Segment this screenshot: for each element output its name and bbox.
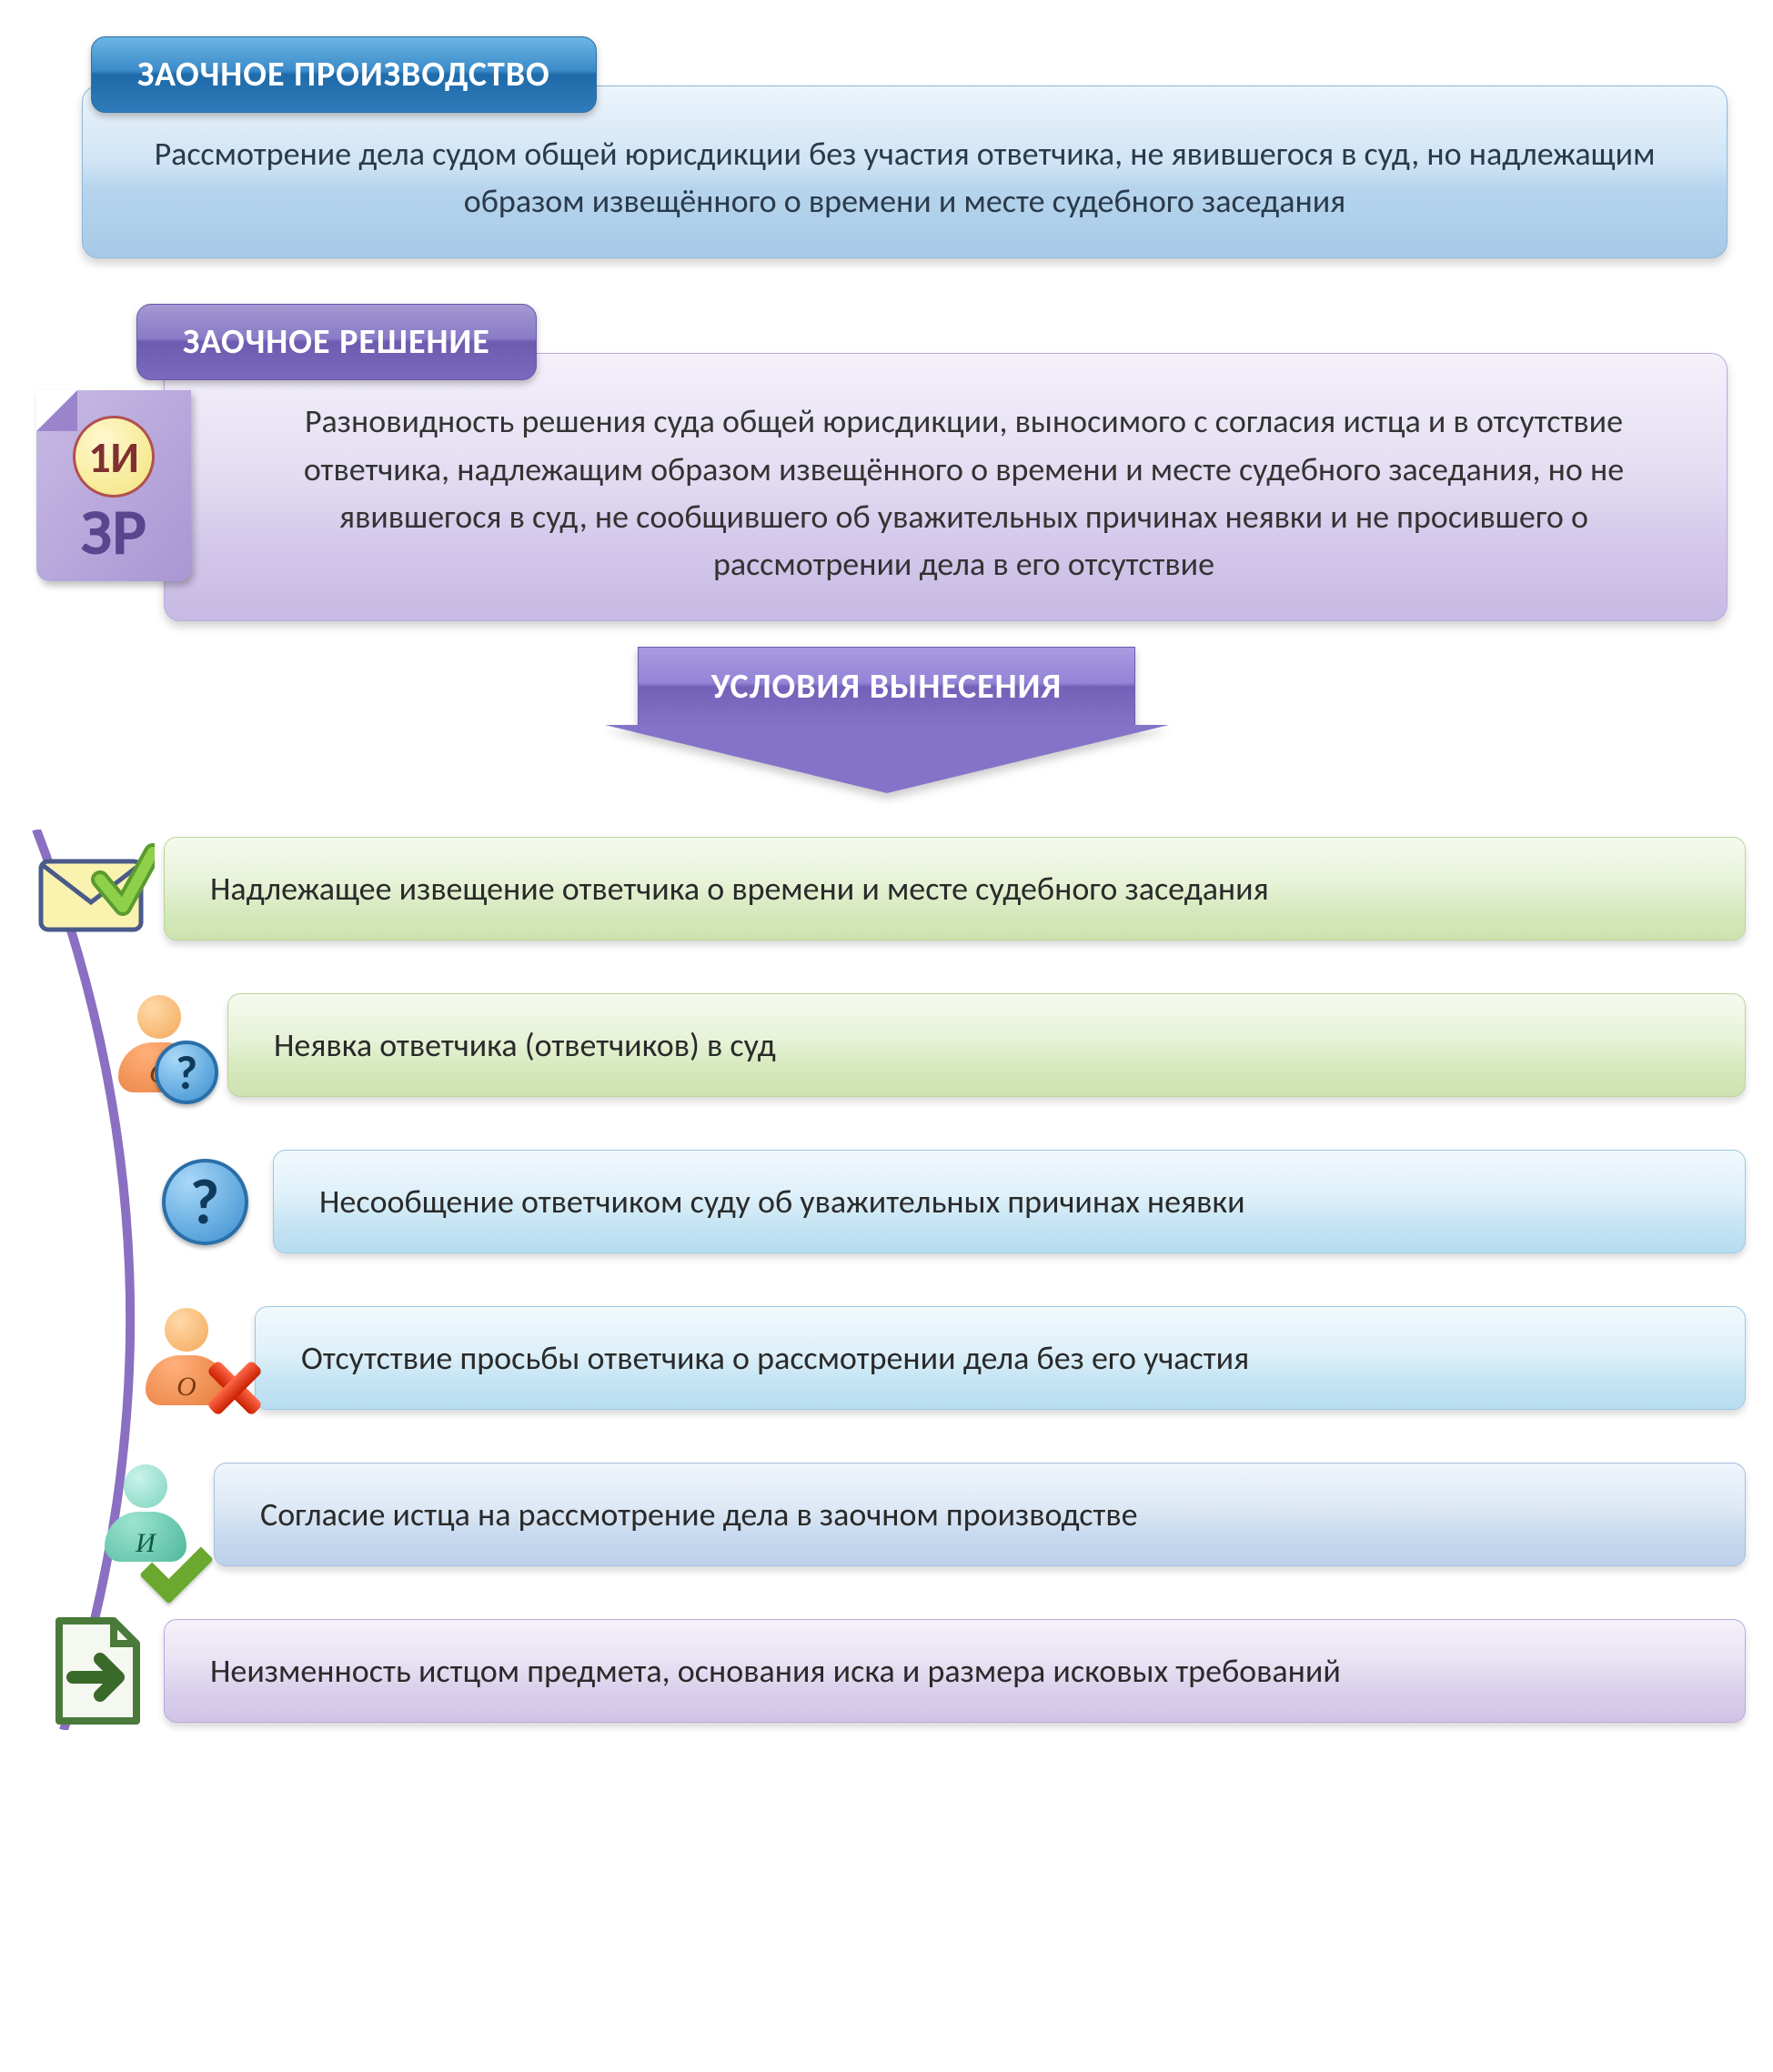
question-badge-icon: ? (136, 1159, 273, 1245)
section2-title: ЗАОЧНОЕ РЕШЕНИЕ (136, 304, 537, 380)
person-question-icon: О ? (91, 995, 227, 1095)
person-check-icon: И (77, 1464, 214, 1564)
arrow-down-icon (605, 725, 1169, 793)
condition-row: ? Несообщение ответчиком суду об уважите… (27, 1142, 1746, 1261)
conditions-list: Надлежащее извещение ответчика о времени… (27, 830, 1746, 1730)
section-2: 1И ЗР ЗАОЧНОЕ РЕШЕНИЕ Разновидность реше… (27, 304, 1746, 621)
condition-row: О ? Неявка ответчика (ответчиков) в суд (27, 986, 1746, 1104)
red-x-icon (207, 1361, 262, 1415)
doc-main-text: ЗР (80, 499, 146, 565)
section-1: ЗАОЧНОЕ ПРОИЗВОДСТВО Рассмотрение дела с… (27, 36, 1746, 258)
section2-definition: Разновидность решения суда общей юрисдик… (164, 353, 1728, 621)
document-icon: 1И ЗР (36, 390, 191, 581)
condition-row: И Согласие истца на рассмотрение дела в … (27, 1455, 1746, 1574)
condition-text: Несообщение ответчиком суду об уважитель… (273, 1150, 1746, 1253)
doc-circle-text: 1И (73, 416, 155, 498)
condition-text: Неявка ответчика (ответчиков) в суд (227, 993, 1746, 1097)
file-arrow-icon (27, 1612, 164, 1730)
person-x-icon: О (118, 1308, 255, 1408)
green-check-icon (148, 1508, 221, 1572)
arrow-banner-label: УСЛОВИЯ ВЫНЕСЕНИЯ (638, 647, 1135, 727)
condition-text: Отсутствие просьбы ответчика о рассмотре… (255, 1306, 1746, 1410)
envelope-check-icon (27, 839, 164, 939)
infographic-root: ЗАОЧНОЕ ПРОИЗВОДСТВО Рассмотрение дела с… (27, 36, 1746, 1730)
condition-text: Согласие истца на рассмотрение дела в за… (214, 1463, 1746, 1566)
curve-line (27, 830, 209, 1730)
section1-title: ЗАОЧНОЕ ПРОИЗВОДСТВО (91, 36, 597, 113)
condition-row: Надлежащее извещение ответчика о времени… (27, 830, 1746, 948)
condition-row: Неизменность истцом предмета, основания … (27, 1612, 1746, 1730)
condition-text: Надлежащее извещение ответчика о времени… (164, 837, 1746, 940)
condition-row: О Отсутствие просьбы ответчика о рассмот… (27, 1299, 1746, 1417)
arrow-banner-wrap: УСЛОВИЯ ВЫНЕСЕНИЯ (27, 647, 1746, 727)
question-badge-icon: ? (155, 1041, 218, 1104)
condition-text: Неизменность истцом предмета, основания … (164, 1619, 1746, 1723)
